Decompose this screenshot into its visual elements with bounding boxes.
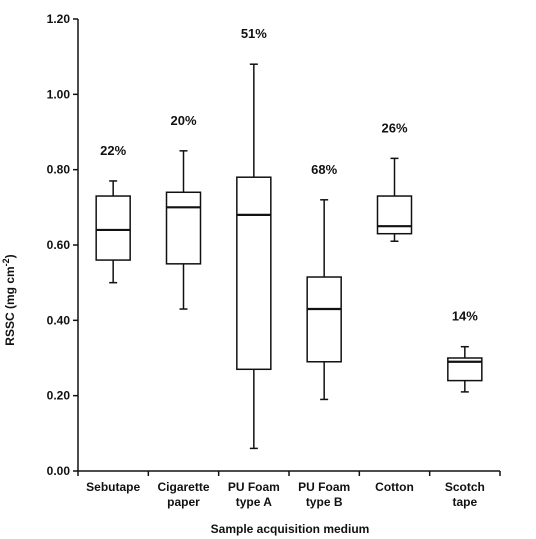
y-tick-label: 0.60 bbox=[47, 238, 71, 252]
y-tick-label: 0.40 bbox=[47, 313, 71, 327]
box-3 bbox=[236, 63, 272, 450]
iqr-box bbox=[447, 357, 483, 382]
percentage-label: 26% bbox=[381, 120, 407, 135]
percentage-label: 14% bbox=[452, 309, 478, 324]
x-category-label: Sebutape bbox=[86, 480, 140, 494]
x-category-label-line2: tape bbox=[452, 495, 477, 509]
box-4 bbox=[306, 199, 342, 401]
percentage-label: 22% bbox=[100, 143, 126, 158]
y-axis-title: RSSC (mg cm-2) bbox=[1, 254, 17, 345]
box-5 bbox=[376, 157, 413, 242]
iqr-box bbox=[165, 191, 202, 265]
y-tick-label: 0.00 bbox=[47, 464, 71, 478]
x-category-label: Cigarette bbox=[157, 480, 209, 494]
y-axis: 0.00 0.20 0.40 0.60 0.80 1.00 1.20 bbox=[47, 12, 79, 478]
percentage-annotations: 22% 20% 51% 68% 26% 14% bbox=[100, 26, 478, 324]
iqr-box bbox=[376, 195, 413, 235]
box-6 bbox=[447, 345, 483, 393]
x-category-label: Cotton bbox=[375, 480, 414, 494]
x-category-label: PU Foam bbox=[228, 480, 280, 494]
x-axis-title: Sample acquisition medium bbox=[211, 522, 370, 536]
iqr-box bbox=[306, 276, 342, 363]
y-tick-label: 0.20 bbox=[47, 389, 71, 403]
x-category-label: Scotch bbox=[445, 480, 485, 494]
box-1 bbox=[95, 180, 131, 284]
box-series bbox=[95, 63, 483, 450]
y-tick-label: 1.20 bbox=[47, 12, 71, 26]
y-tick-label: 0.80 bbox=[47, 163, 71, 177]
percentage-label: 51% bbox=[241, 26, 267, 41]
y-tick-label: 1.00 bbox=[47, 87, 71, 101]
iqr-box bbox=[95, 195, 131, 261]
x-category-label-line2: type B bbox=[306, 495, 343, 509]
percentage-label: 68% bbox=[311, 162, 337, 177]
x-category-label-line2: paper bbox=[167, 495, 200, 509]
percentage-label: 20% bbox=[170, 113, 196, 128]
x-category-label-line2: type A bbox=[236, 495, 273, 509]
iqr-box bbox=[236, 176, 272, 371]
box-2 bbox=[165, 150, 202, 310]
x-category-label: PU Foam bbox=[298, 480, 350, 494]
